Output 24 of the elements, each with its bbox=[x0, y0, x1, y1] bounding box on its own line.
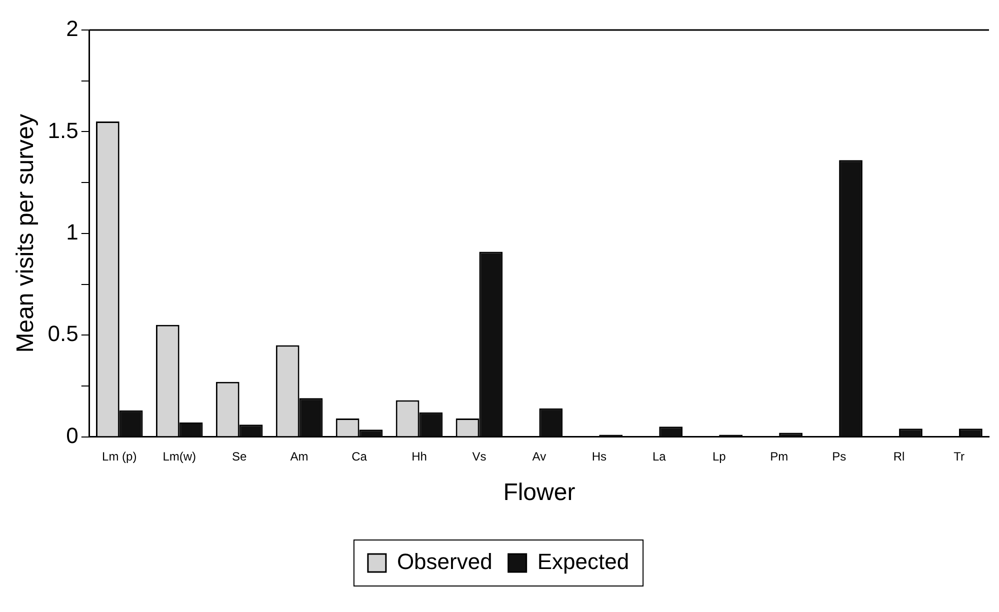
x-tick-label: Hs bbox=[592, 449, 606, 464]
y-tick-label: 0 bbox=[66, 422, 78, 448]
legend-label: Observed bbox=[396, 549, 492, 574]
x-tick-label: Lm(w) bbox=[162, 449, 196, 464]
y-axis-title: Mean visits per survey bbox=[12, 114, 40, 353]
legend-label: Expected bbox=[537, 549, 630, 574]
x-tick-label: Se bbox=[232, 449, 247, 464]
x-tick-label: Pm bbox=[770, 449, 788, 464]
x-tick-label: Tr bbox=[954, 449, 964, 464]
x-tick-label: Vs bbox=[472, 449, 486, 464]
x-tick-label: Rl bbox=[893, 449, 905, 464]
x-axis-title: Flower bbox=[503, 479, 576, 506]
x-tick-label: La bbox=[652, 449, 666, 464]
x-tick-label: Ca bbox=[352, 449, 368, 464]
x-tick-label: Lp bbox=[712, 449, 726, 464]
x-tick-label: Am bbox=[290, 449, 308, 464]
y-tick-label: 0.5 bbox=[48, 321, 78, 346]
x-tick-label: Lm (p) bbox=[102, 449, 137, 464]
x-tick-label: Hh bbox=[412, 449, 427, 464]
x-tick-label: Av bbox=[532, 449, 546, 464]
y-tick-label: 2 bbox=[66, 16, 78, 42]
x-tick-label: Ps bbox=[832, 449, 846, 464]
y-tick-label: 1 bbox=[66, 219, 78, 244]
y-tick-label: 1.5 bbox=[48, 118, 78, 143]
